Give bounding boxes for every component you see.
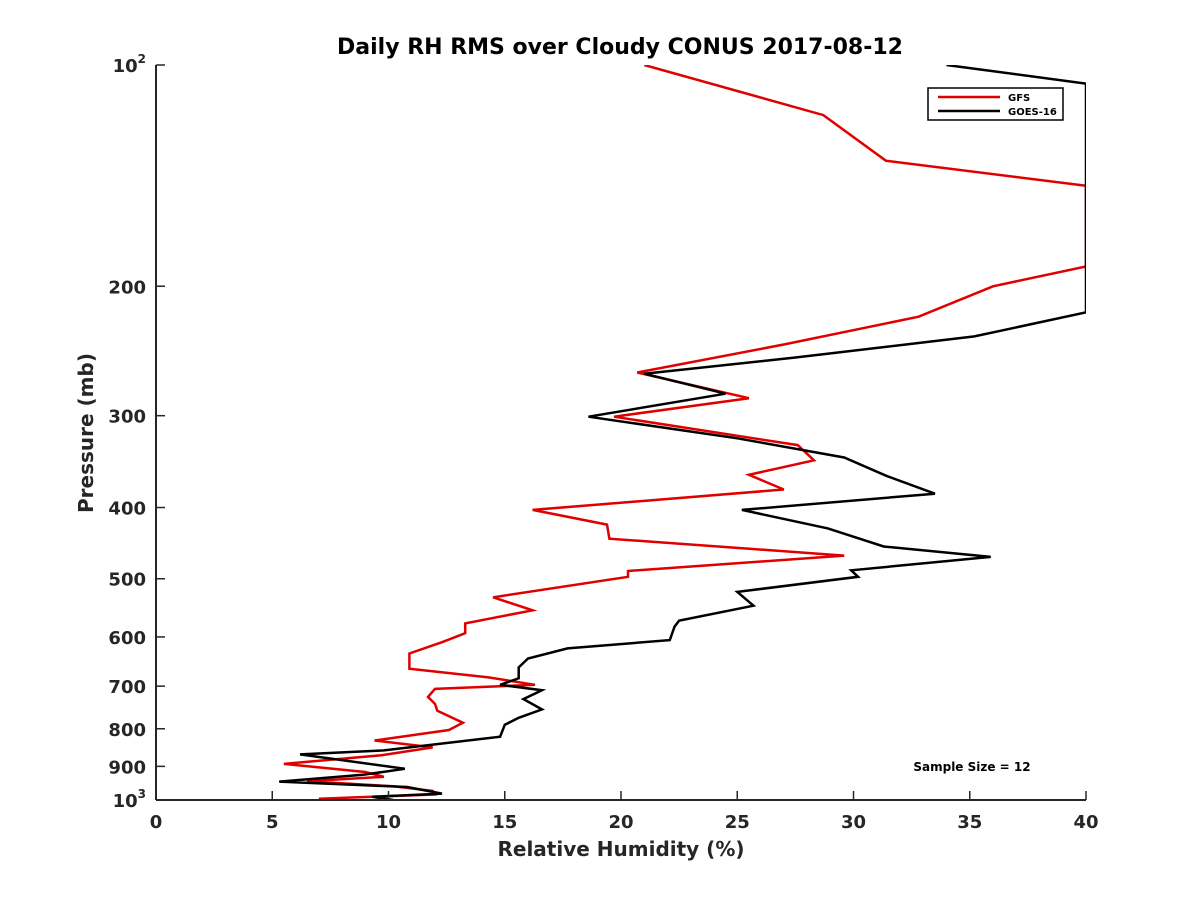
x-tick-label: 25 xyxy=(725,812,750,833)
legend-box xyxy=(927,87,1064,121)
y-tick-base: 10 xyxy=(113,791,138,812)
series-line-goes16 xyxy=(279,65,1086,800)
x-tick-label: 5 xyxy=(266,812,279,833)
y-tick-label: 400 xyxy=(108,499,146,520)
y-tick-label: 102 xyxy=(113,52,146,77)
y-axis-label: Pressure (mb) xyxy=(74,353,98,513)
y-tick-label: 300 xyxy=(108,407,146,428)
chart-title: Daily RH RMS over Cloudy CONUS 2017-08-1… xyxy=(337,35,903,60)
x-tick-label: 30 xyxy=(841,812,866,833)
y-tick-label: 800 xyxy=(108,720,146,741)
legend: GFS GOES-16 xyxy=(927,87,1064,121)
y-tick-label: 700 xyxy=(108,677,146,698)
y-tick-exponent: 3 xyxy=(138,787,146,801)
x-tick-label: 20 xyxy=(608,812,633,833)
y-tick-exponent: 2 xyxy=(138,52,146,66)
series-line-gfs xyxy=(283,65,1086,800)
y-tick-base: 10 xyxy=(113,56,138,77)
series-layer xyxy=(279,65,1086,800)
x-axis-ticks: 0 5 10 15 20 25 30 35 40 xyxy=(150,791,1099,833)
x-tick-label: 40 xyxy=(1073,812,1098,833)
legend-label-goes16: GOES-16 xyxy=(1008,107,1057,118)
x-axis-label: Relative Humidity (%) xyxy=(497,837,744,861)
y-tick-label: 900 xyxy=(108,757,146,778)
x-tick-label: 10 xyxy=(376,812,401,833)
y-tick-label: 600 xyxy=(108,628,146,649)
y-tick-label: 103 xyxy=(113,787,146,812)
x-tick-label: 0 xyxy=(150,812,163,833)
x-tick-label: 35 xyxy=(957,812,982,833)
sample-size-annotation: Sample Size = 12 xyxy=(913,760,1030,774)
legend-label-gfs: GFS xyxy=(1008,93,1030,104)
x-tick-label: 15 xyxy=(492,812,517,833)
y-tick-label: 500 xyxy=(108,570,146,591)
y-tick-label: 200 xyxy=(108,277,146,298)
